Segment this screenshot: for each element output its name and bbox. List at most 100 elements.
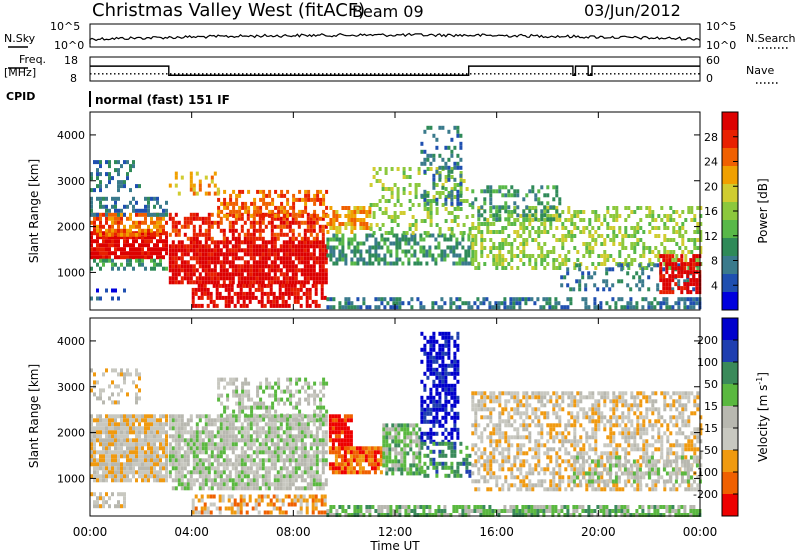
range-gate-cell bbox=[260, 283, 264, 288]
range-gate-cell bbox=[222, 272, 226, 277]
range-gate-cell bbox=[291, 228, 295, 233]
range-gate-cell bbox=[377, 257, 381, 262]
range-gate-cell bbox=[321, 272, 325, 277]
range-gate-cell bbox=[269, 502, 273, 507]
range-gate-cell bbox=[284, 510, 288, 515]
range-gate-cell bbox=[200, 510, 204, 515]
range-gate-cell bbox=[138, 376, 141, 381]
range-gate-cell bbox=[267, 264, 271, 269]
range-gate-cell bbox=[659, 301, 663, 306]
range-gate-cell bbox=[245, 502, 249, 507]
range-gate-cell bbox=[387, 215, 391, 219]
range-gate-cell bbox=[344, 257, 348, 262]
range-gate-cell bbox=[99, 450, 102, 455]
range-gate-cell bbox=[322, 209, 326, 214]
range-gate-cell bbox=[512, 297, 516, 302]
range-gate-cell bbox=[471, 262, 475, 266]
range-gate-cell bbox=[274, 393, 278, 398]
range-gate-cell bbox=[126, 418, 129, 423]
range-gate-cell bbox=[528, 222, 532, 226]
range-gate-cell bbox=[262, 201, 266, 206]
range-gate-cell bbox=[312, 474, 316, 479]
range-gate-cell bbox=[246, 264, 250, 269]
range-gate-cell bbox=[267, 438, 271, 443]
range-gate-cell bbox=[177, 191, 181, 196]
range-gate-cell bbox=[681, 242, 685, 246]
range-gate-cell bbox=[356, 249, 360, 254]
range-gate-cell bbox=[522, 226, 526, 230]
range-gate-cell bbox=[234, 442, 238, 447]
range-gate-cell bbox=[177, 228, 181, 233]
range-gate-cell bbox=[561, 242, 565, 246]
range-gate-cell bbox=[207, 232, 211, 237]
range-gate-cell bbox=[270, 430, 274, 435]
range-gate-cell bbox=[232, 389, 236, 394]
range-gate-cell bbox=[543, 254, 547, 258]
range-gate-cell bbox=[240, 280, 244, 285]
range-gate-cell bbox=[431, 305, 435, 310]
range-gate-cell bbox=[114, 418, 117, 423]
range-gate-cell bbox=[135, 200, 138, 205]
range-gate-cell bbox=[223, 205, 227, 210]
range-gate-cell bbox=[129, 430, 132, 435]
range-gate-cell bbox=[324, 276, 328, 281]
range-gate-cell bbox=[513, 238, 517, 242]
range-gate-cell bbox=[270, 438, 274, 443]
range-gate-cell bbox=[395, 249, 399, 254]
range-gate-cell bbox=[234, 264, 238, 269]
range-gate-cell bbox=[669, 218, 673, 222]
range-gate-cell bbox=[264, 240, 268, 245]
range-gate-cell bbox=[320, 510, 324, 515]
range-gate-cell bbox=[507, 193, 511, 198]
range-gate-cell bbox=[292, 205, 296, 210]
range-gate-cell bbox=[153, 220, 156, 225]
range-gate-cell bbox=[105, 426, 108, 431]
range-gate-cell bbox=[225, 446, 229, 451]
range-gate-cell bbox=[593, 271, 597, 276]
range-gate-cell bbox=[620, 263, 624, 268]
range-gate-cell bbox=[248, 494, 252, 499]
range-gate-cell bbox=[324, 430, 328, 435]
range-gate-cell bbox=[105, 492, 108, 497]
range-gate-cell bbox=[318, 478, 322, 483]
range-gate-cell bbox=[651, 218, 655, 222]
range-gate-cell bbox=[403, 431, 407, 436]
range-gate-cell bbox=[204, 466, 208, 471]
range-gate-cell bbox=[346, 418, 350, 423]
range-gate-cell bbox=[695, 282, 699, 287]
range-gate-cell bbox=[497, 305, 501, 310]
range-gate-cell bbox=[395, 297, 399, 302]
range-gate-cell bbox=[403, 447, 407, 452]
range-gate-cell bbox=[578, 263, 582, 268]
range-gate-cell bbox=[273, 264, 277, 269]
range-gate-cell bbox=[297, 462, 301, 467]
range-gate-cell bbox=[250, 201, 254, 206]
range-gate-cell bbox=[552, 250, 556, 254]
range-gate-cell bbox=[309, 240, 313, 245]
range-gate-cell bbox=[264, 478, 268, 483]
range-gate-cell bbox=[285, 442, 289, 447]
range-gate-cell bbox=[276, 426, 280, 431]
range-gate-cell bbox=[102, 212, 105, 217]
range-gate-cell bbox=[686, 282, 690, 287]
range-gate-cell bbox=[219, 422, 223, 427]
range-gate-cell bbox=[282, 248, 286, 253]
range-gate-cell bbox=[252, 236, 256, 241]
range-gate-cell bbox=[210, 276, 214, 281]
range-gate-cell bbox=[108, 504, 111, 509]
range-gate-cell bbox=[447, 169, 451, 174]
range-gate-cell bbox=[177, 478, 181, 483]
range-gate-cell bbox=[203, 502, 207, 507]
range-gate-cell bbox=[189, 240, 193, 245]
range-gate-cell bbox=[288, 430, 292, 435]
range-gate-cell bbox=[324, 434, 328, 439]
range-gate-cell bbox=[105, 243, 108, 248]
range-gate-cell bbox=[471, 189, 475, 194]
range-gate-cell bbox=[609, 214, 613, 218]
range-gate-cell bbox=[219, 240, 223, 245]
range-gate-cell bbox=[359, 206, 363, 210]
range-gate-cell bbox=[198, 248, 202, 253]
range-gate-cell bbox=[388, 459, 392, 464]
range-gate-cell bbox=[489, 201, 493, 206]
range-gate-cell bbox=[401, 261, 405, 266]
